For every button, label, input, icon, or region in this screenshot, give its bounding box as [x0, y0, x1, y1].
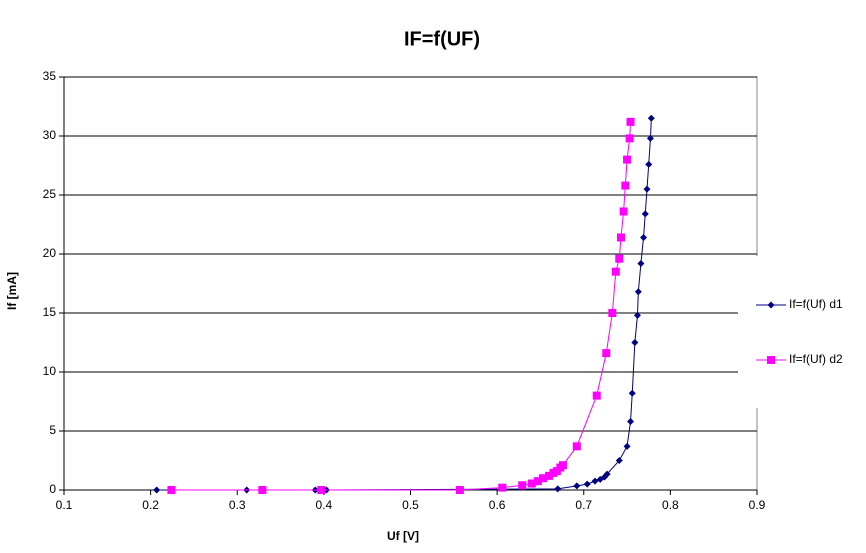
data-point: [628, 389, 636, 397]
y-axis-label: If [mA]: [5, 272, 19, 310]
data-point: [602, 349, 611, 358]
data-point: [153, 486, 161, 494]
data-point: [592, 391, 601, 400]
data-point: [317, 486, 326, 494]
y-tick-label: 5: [49, 423, 56, 437]
data-point: [455, 486, 464, 494]
data-point: [623, 442, 631, 450]
data-point: [645, 160, 653, 168]
data-point: [615, 457, 623, 464]
data-point: [619, 207, 628, 216]
data-point: [625, 134, 634, 143]
data-point: [554, 485, 562, 493]
y-tick-label: 35: [43, 69, 57, 83]
x-tick-label: 0.2: [142, 498, 159, 512]
data-point: [539, 474, 548, 483]
data-point: [558, 461, 567, 470]
data-point: [545, 471, 554, 480]
x-tick-label: 0.7: [575, 498, 592, 512]
x-tick-label: 0.8: [662, 498, 679, 512]
x-tick-label: 0.4: [316, 498, 333, 512]
x-tick-label: 0.1: [56, 498, 73, 512]
data-point: [572, 442, 581, 451]
data-point: [623, 155, 632, 164]
y-tick-label: 10: [43, 364, 57, 378]
data-point: [640, 233, 648, 241]
data-point: [646, 134, 654, 142]
data-point: [608, 309, 617, 317]
x-tick-label: 0.5: [402, 498, 419, 512]
data-point: [621, 181, 630, 190]
legend-label: If=f(Uf) d2: [789, 352, 843, 366]
y-tick-label: 20: [43, 246, 57, 260]
data-point: [527, 479, 536, 488]
legend-box: [738, 256, 866, 408]
data-point: [573, 482, 581, 490]
x-tick-label: 0.9: [749, 498, 766, 512]
data-point: [641, 210, 649, 218]
data-point: [167, 486, 176, 494]
data-point: [583, 480, 591, 488]
y-tick-label: 0: [49, 482, 56, 496]
series-line: [156, 118, 652, 491]
data-point: [637, 259, 645, 267]
legend-marker: [767, 356, 775, 364]
y-tick-label: 15: [43, 305, 57, 319]
series-line: [171, 121, 632, 491]
data-point: [626, 117, 635, 126]
chart-title: IF=f(UF): [404, 28, 480, 50]
data-point: [611, 267, 620, 276]
data-point: [615, 254, 624, 263]
y-tick-label: 30: [43, 128, 57, 142]
legend-marker: [767, 301, 775, 309]
x-axis-label: Uf [V]: [387, 529, 419, 543]
y-tick-label: 25: [43, 187, 57, 201]
data-point: [533, 477, 542, 486]
data-point: [258, 486, 267, 494]
data-point: [498, 483, 507, 492]
x-tick-label: 0.3: [229, 498, 246, 512]
data-point: [633, 311, 641, 319]
data-point: [518, 481, 527, 490]
data-point: [647, 114, 655, 122]
data-point: [643, 185, 651, 193]
data-point: [627, 418, 635, 426]
data-point: [634, 288, 642, 296]
data-point: [603, 470, 611, 478]
data-point: [631, 339, 639, 346]
x-tick-label: 0.6: [489, 498, 506, 512]
data-point: [616, 233, 625, 242]
legend-label: If=f(Uf) d1: [789, 297, 843, 311]
